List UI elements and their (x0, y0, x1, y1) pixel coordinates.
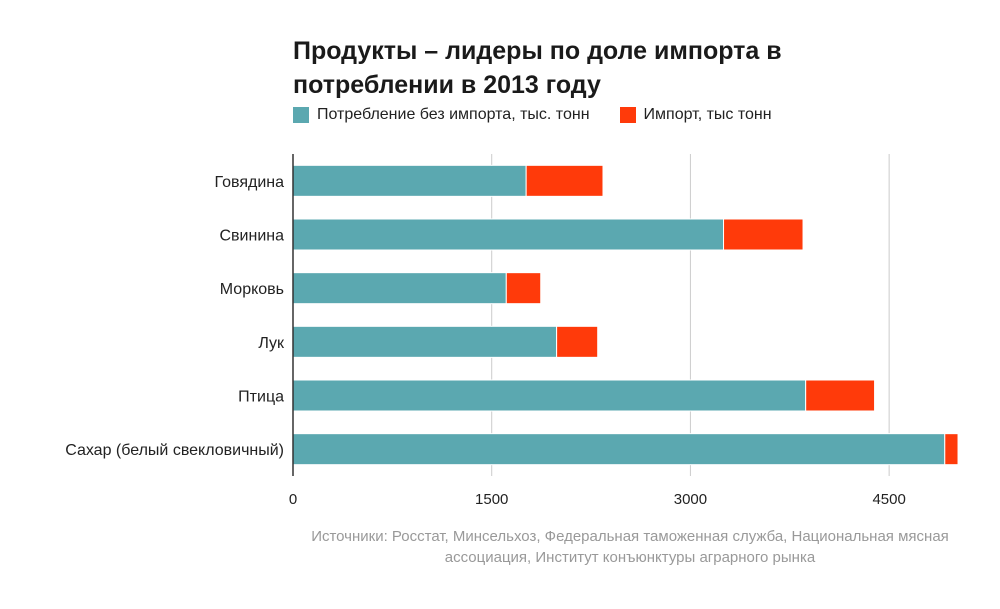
category-label-4: Птица (238, 389, 284, 406)
legend-swatch-import (619, 107, 636, 123)
bar-domestic-3 (292, 325, 558, 358)
bar-import-2 (505, 272, 542, 305)
bar-domestic-1 (292, 218, 725, 251)
legend-swatch-domestic (293, 107, 309, 123)
bar-import-0 (525, 164, 604, 197)
bar-domestic-4 (292, 379, 807, 412)
chart-title: Продукты – лидеры по доле импорта в потр… (293, 37, 782, 99)
legend-item-domestic: Потребление без импорта, тыс. тонн (293, 106, 590, 124)
legend-label-domestic: Потребление без импорта, тыс. тонн (317, 106, 590, 123)
category-label-2: Морковь (220, 281, 284, 298)
x-tick-label-4500: 4500 (872, 491, 905, 508)
legend-label-import: Импорт, тыс тонн (643, 106, 772, 123)
category-label-1: Свинина (220, 228, 285, 245)
bar-import-1 (723, 218, 804, 251)
legend: Потребление без импорта, тыс. тонн Импор… (293, 106, 802, 124)
bar-import-4 (805, 379, 876, 412)
x-tick-label-0: 0 (289, 491, 297, 508)
bar-domestic-5 (292, 433, 946, 466)
bar-domestic-0 (292, 164, 527, 197)
category-label-5: Сахар (белый свекловичный) (65, 442, 284, 459)
source-note: Источники: Росстат, Минсельхоз, Федераль… (311, 528, 949, 566)
legend-item-import: Импорт, тыс тонн (619, 106, 772, 124)
x-tick-label-3000: 3000 (674, 491, 707, 508)
bar-import-5 (944, 433, 959, 466)
category-label-3: Лук (258, 335, 285, 352)
category-label-0: Говядина (215, 174, 285, 191)
bar-chart: 0 1500 3000 4500 Говядина Свинина Морковь Лук Пт… (65, 154, 959, 508)
bar-domestic-2 (292, 272, 507, 305)
x-tick-label-1500: 1500 (475, 491, 508, 508)
bar-import-3 (556, 325, 599, 358)
